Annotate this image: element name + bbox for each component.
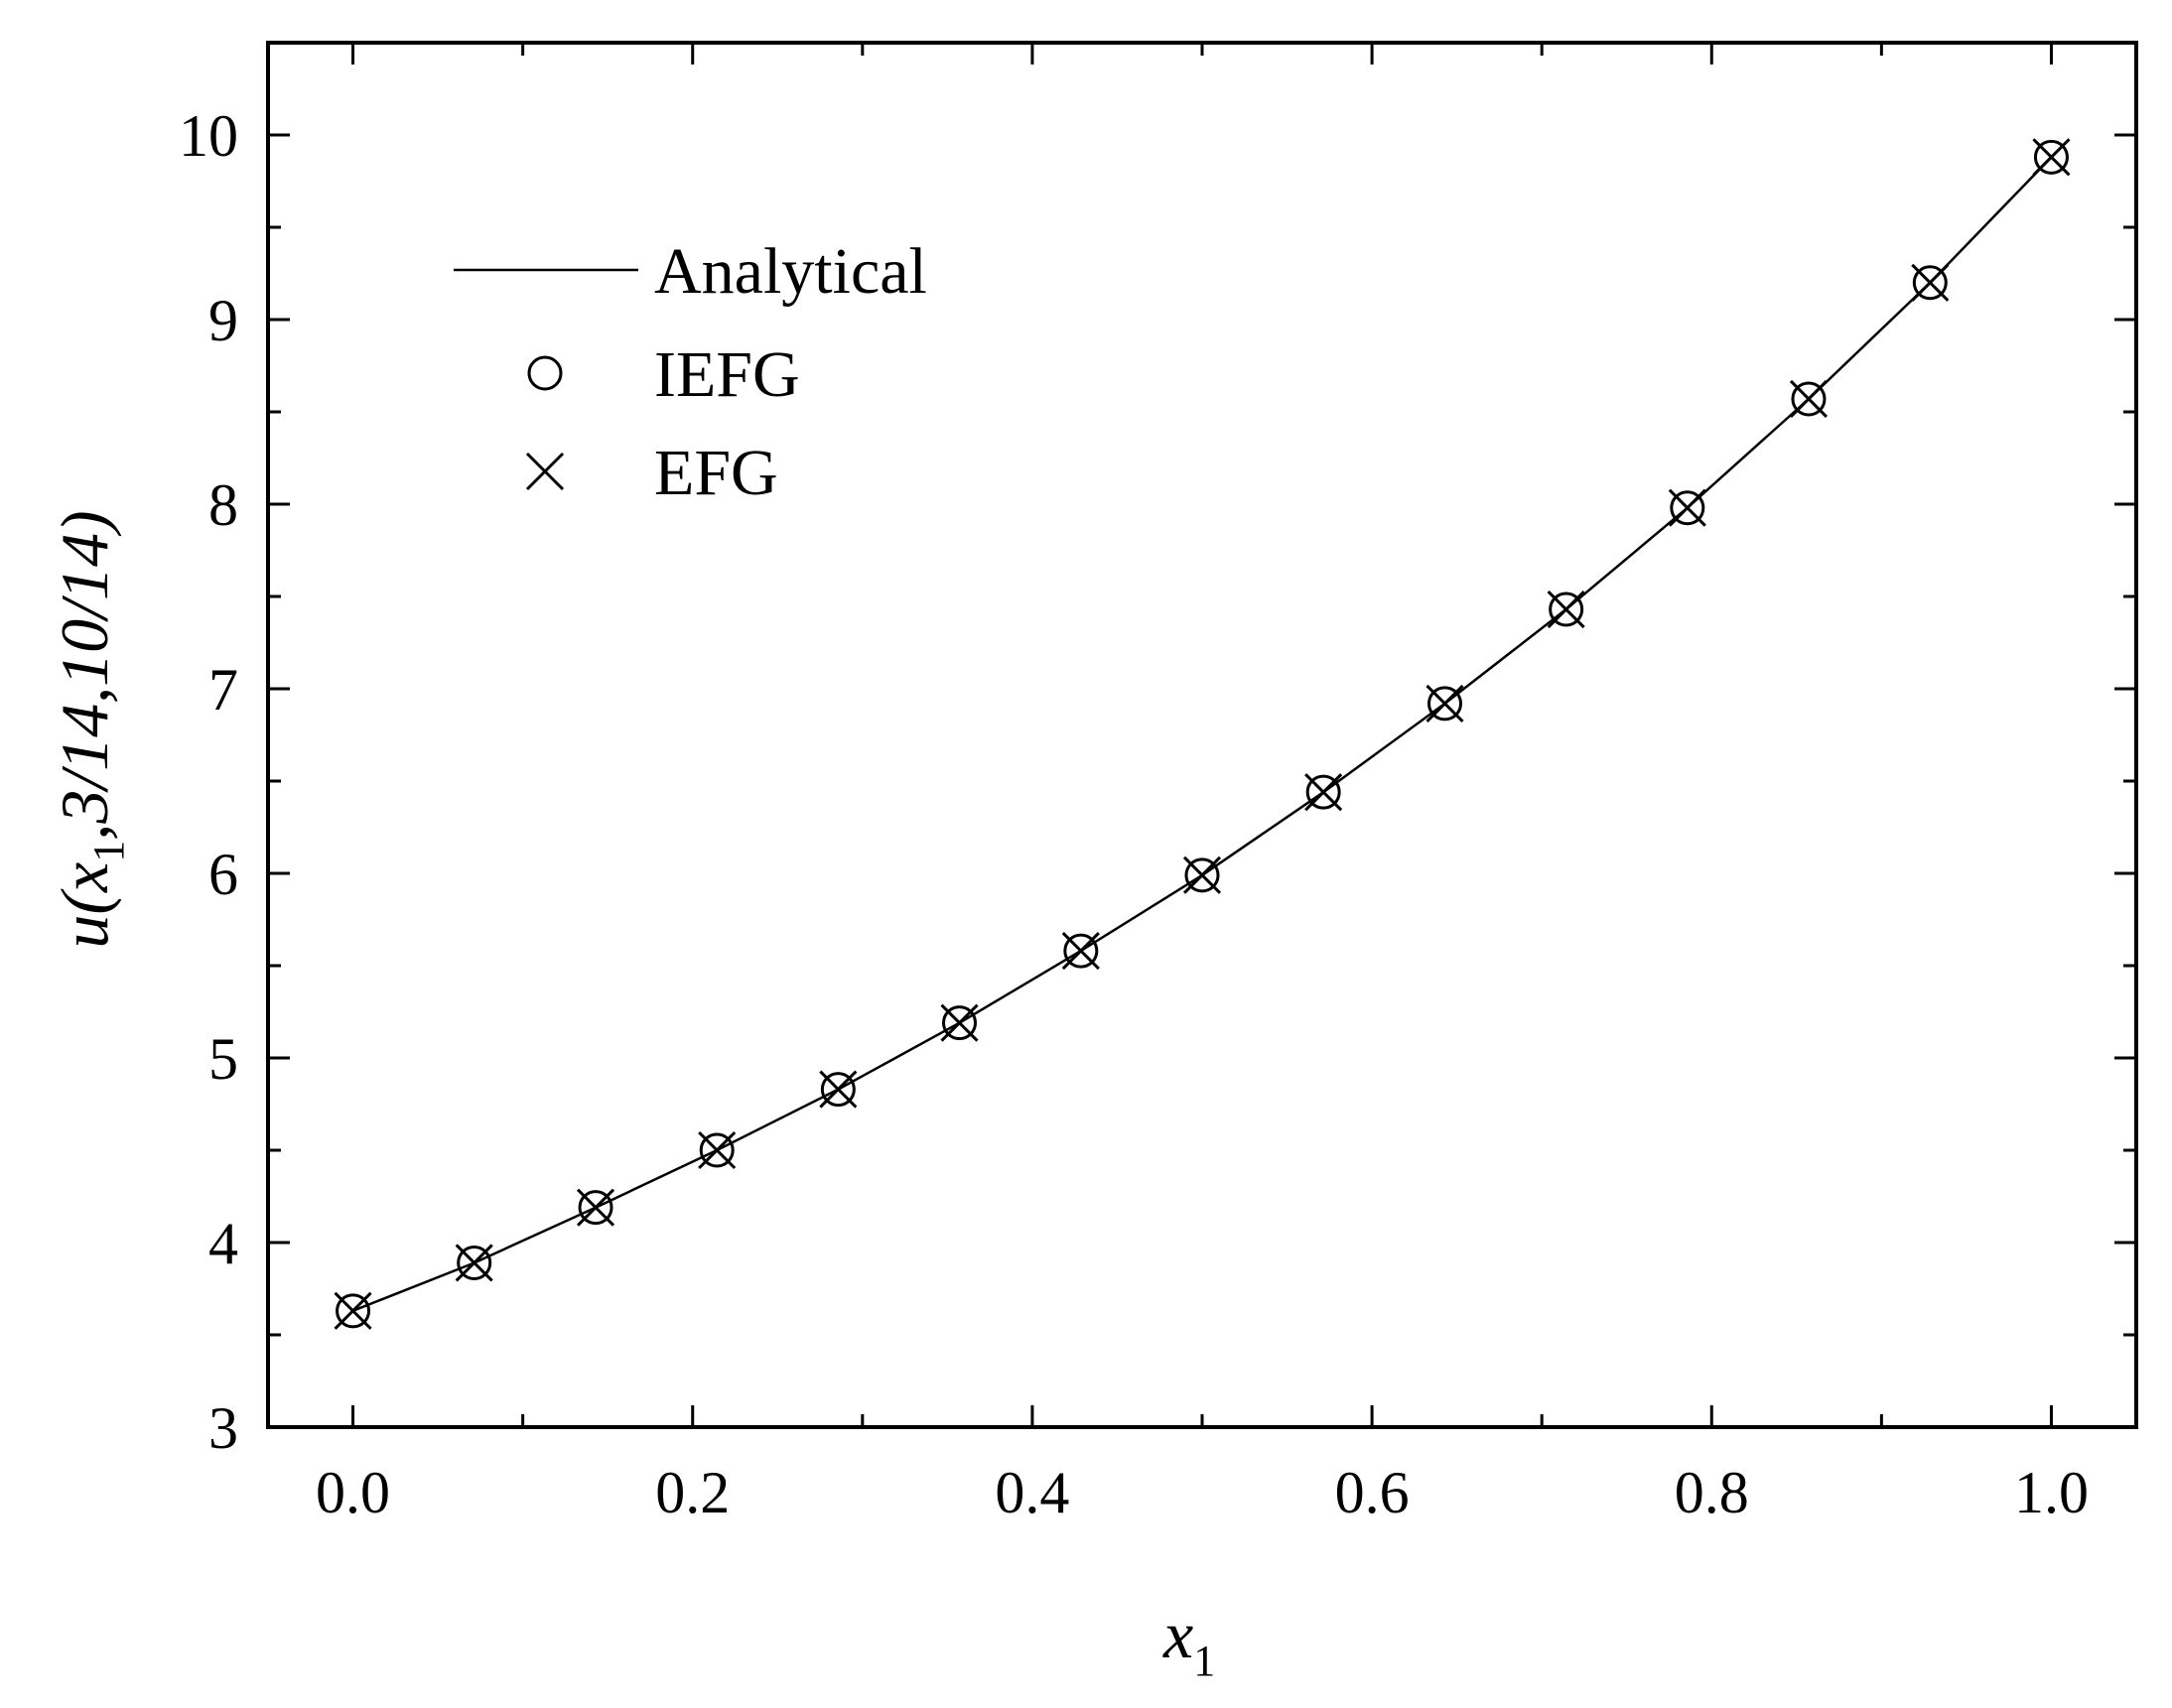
x-tick-label: 0.4 <box>995 1460 1069 1525</box>
iefg-point <box>1184 857 1220 893</box>
iefg-point <box>1791 381 1827 417</box>
iefg-point <box>820 1072 856 1108</box>
iefg-point <box>699 1132 735 1168</box>
x-axis-title-sub: 1 <box>1193 1637 1215 1685</box>
plot-series <box>334 138 2071 1330</box>
efg-point <box>1182 855 1222 894</box>
iefg-point <box>1063 933 1099 969</box>
y-tick-label: 6 <box>208 842 238 907</box>
efg-point <box>1789 379 1829 419</box>
legend-label-analytical: Analytical <box>654 235 927 308</box>
iefg-point <box>457 1245 492 1280</box>
iefg-point <box>1426 686 1462 722</box>
efg-point <box>1911 263 1950 302</box>
tick-labels: 0.0 0.2 0.4 0.6 0.8 1.0 3 4 5 6 7 8 9 10 <box>179 103 2089 1525</box>
iefg-point <box>1670 490 1705 526</box>
y-axis-title-sub: 1 <box>84 841 133 862</box>
y-tick-label: 7 <box>208 657 238 723</box>
efg-point <box>576 1188 615 1227</box>
legend: Analytical IEFG EFG <box>454 235 927 509</box>
legend-label-iefg: IEFG <box>654 338 800 411</box>
x-tick-label: 0.2 <box>655 1460 730 1525</box>
iefg-point <box>1305 774 1341 810</box>
y-axis-title-main: u(x <box>47 862 122 949</box>
legend-marker-iefg <box>527 355 563 391</box>
iefg-point <box>578 1190 613 1226</box>
y-tick-label: 3 <box>208 1395 238 1461</box>
y-tick-label: 8 <box>208 472 238 538</box>
efg-point <box>1061 932 1100 971</box>
y-tick-label: 4 <box>208 1211 238 1276</box>
legend-label-efg: EFG <box>654 437 778 509</box>
y-tick-label: 10 <box>179 103 238 169</box>
x-tick-label: 1.0 <box>2014 1460 2089 1525</box>
x-axis-title-main: x <box>1162 1597 1193 1672</box>
efg-point <box>1304 773 1343 812</box>
x-tick-label: 0.8 <box>1675 1460 1749 1525</box>
y-tick-label: 5 <box>208 1026 238 1092</box>
iefg-point <box>336 1293 371 1329</box>
y-axis-title-rest: ,3/14,10/14) <box>47 510 122 840</box>
x-tick-label: 0.0 <box>316 1460 390 1525</box>
efg-point <box>1668 488 1706 527</box>
iefg-point <box>1912 265 1948 301</box>
x-tick-label: 0.6 <box>1335 1460 1410 1525</box>
iefg-point <box>2033 139 2069 175</box>
efg-point <box>819 1070 858 1109</box>
efg-point <box>1425 684 1464 723</box>
y-tick-label: 9 <box>208 288 238 353</box>
efg-point <box>698 1130 737 1170</box>
efg-point <box>334 1291 372 1330</box>
y-axis-title: u(x1,3/14,10/14) <box>47 510 133 948</box>
efg-point <box>2032 138 2071 177</box>
iefg-point <box>1549 591 1584 627</box>
efg-point <box>455 1244 493 1282</box>
iefg-point <box>942 1005 978 1041</box>
efg-point <box>1547 590 1585 629</box>
plot-frame <box>266 41 2138 1429</box>
legend-marker-efg <box>525 452 565 491</box>
x-axis-title: x1 <box>1162 1597 1215 1685</box>
efg-point <box>940 1003 979 1042</box>
